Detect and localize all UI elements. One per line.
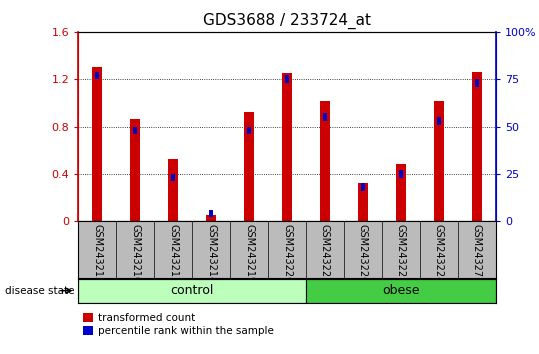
- Bar: [282, 73, 292, 221]
- Text: obese: obese: [382, 284, 420, 297]
- Bar: [320, 101, 330, 221]
- Text: GSM243216: GSM243216: [130, 224, 140, 283]
- Text: GSM243226: GSM243226: [358, 224, 368, 283]
- Bar: [358, 183, 368, 221]
- Bar: [434, 101, 444, 221]
- Text: GSM243220: GSM243220: [282, 224, 292, 283]
- Bar: [285, 75, 289, 83]
- Text: GSM243217: GSM243217: [168, 224, 178, 283]
- Bar: [209, 210, 213, 217]
- Bar: [168, 159, 178, 221]
- Text: disease state: disease state: [5, 286, 75, 296]
- Bar: [92, 67, 102, 221]
- Text: GSM243215: GSM243215: [92, 224, 102, 283]
- Bar: [78, 279, 306, 303]
- Bar: [323, 113, 327, 121]
- Bar: [95, 72, 99, 79]
- Text: GSM243227: GSM243227: [396, 224, 406, 284]
- Text: control: control: [170, 284, 214, 297]
- Bar: [475, 79, 479, 87]
- Title: GDS3688 / 233724_at: GDS3688 / 233724_at: [203, 13, 371, 29]
- Text: GSM243275: GSM243275: [472, 224, 482, 284]
- Bar: [171, 174, 175, 182]
- Bar: [247, 127, 251, 134]
- Text: GSM243218: GSM243218: [206, 224, 216, 283]
- Bar: [130, 119, 140, 221]
- Bar: [244, 112, 254, 221]
- Text: GSM243228: GSM243228: [434, 224, 444, 283]
- Bar: [472, 72, 482, 221]
- Text: GSM243225: GSM243225: [320, 224, 330, 284]
- Text: GSM243219: GSM243219: [244, 224, 254, 283]
- Bar: [306, 279, 496, 303]
- Bar: [399, 170, 403, 178]
- Bar: [396, 164, 406, 221]
- Bar: [133, 127, 137, 134]
- Legend: transformed count, percentile rank within the sample: transformed count, percentile rank withi…: [84, 313, 274, 336]
- Bar: [361, 183, 365, 191]
- Bar: [206, 215, 216, 221]
- Bar: [437, 117, 441, 125]
